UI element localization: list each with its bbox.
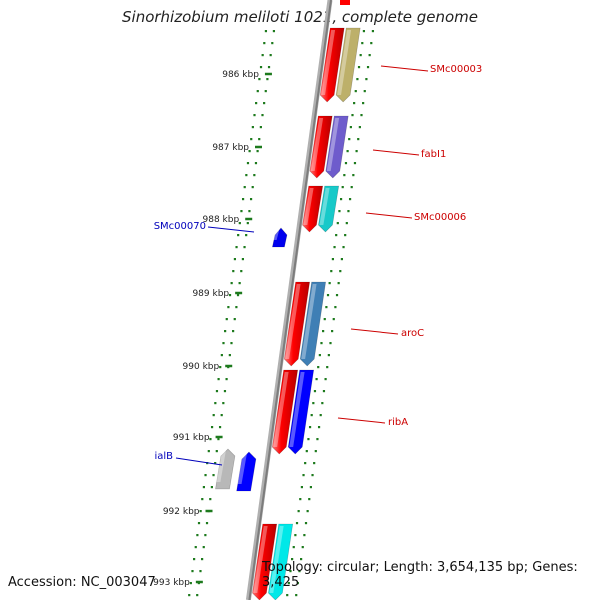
cds-block xyxy=(340,0,350,5)
accession-label: Accession: NC_003047 xyxy=(8,575,156,590)
leader-line xyxy=(380,65,429,72)
leader-line xyxy=(207,226,255,233)
map-title: Sinorhizobium meliloti 1021, complete ge… xyxy=(122,8,478,26)
gene-block xyxy=(268,523,294,600)
gene-label: ialB xyxy=(154,451,173,462)
gene-label: SMc00006 xyxy=(414,212,466,223)
backbone-shadow xyxy=(248,0,332,600)
genome-summary: Topology: circular; Length: 3,654,135 bp… xyxy=(262,560,578,590)
cds-block xyxy=(252,523,278,600)
gene-block xyxy=(236,451,257,492)
gene-label: fabI1 xyxy=(421,149,446,160)
cds-block xyxy=(271,369,299,455)
gene-block xyxy=(287,369,315,455)
tick-label: 988 kbp xyxy=(203,215,240,225)
tick-label: 992 kbp xyxy=(163,507,200,517)
feature-track xyxy=(215,0,361,600)
gene-label: ribA xyxy=(388,417,408,428)
genome-backbone xyxy=(245,0,333,600)
gene-block xyxy=(335,27,361,103)
leader-line xyxy=(350,328,399,335)
gene-block xyxy=(325,115,349,179)
cds-block xyxy=(283,281,310,367)
gene-label: SMc00003 xyxy=(430,64,482,75)
leader-line xyxy=(337,417,386,424)
tick-label: 986 kbp xyxy=(222,70,259,80)
leader-line xyxy=(372,149,420,156)
gene-block xyxy=(272,227,288,248)
gene-block xyxy=(299,281,326,367)
cds-block xyxy=(309,115,333,179)
tick-label: 989 kbp xyxy=(192,289,229,299)
tick-label: 991 kbp xyxy=(173,433,210,443)
feature-labels: SMc00003 fabI1 SMc00006 SMc00070 aroC ribA ial… xyxy=(154,64,482,466)
gene-label: aroC xyxy=(401,328,424,339)
leader-line xyxy=(365,212,413,219)
tick-label: 990 kbp xyxy=(183,362,220,372)
gene-block xyxy=(318,185,340,233)
ruler-ticks: 986 kbp 987 kbp 988 kbp 989 kbp 990 kbp 991 k… xyxy=(153,30,375,597)
cds-block xyxy=(302,185,324,233)
tick-label: 987 kbp xyxy=(212,143,249,153)
gene-label: SMc00070 xyxy=(154,221,206,232)
leader-line xyxy=(175,457,223,466)
gene-block xyxy=(215,448,236,490)
tick-label: 993 kbp xyxy=(153,578,190,588)
cds-block xyxy=(319,27,345,103)
